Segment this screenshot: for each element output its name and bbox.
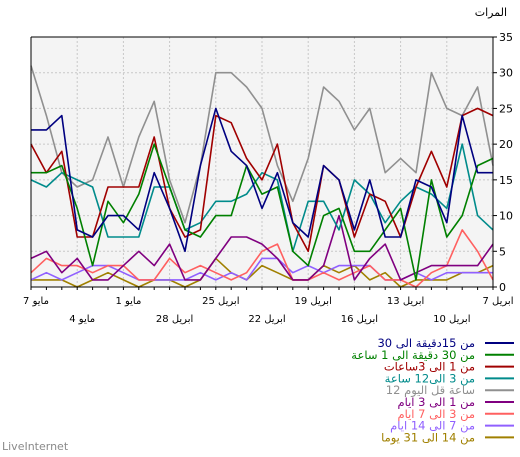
y-tick-label: 15 xyxy=(499,174,513,187)
series-line xyxy=(30,65,494,224)
legend-label: من 3 الى 7 ايام xyxy=(397,407,475,422)
y-tick-label: 25 xyxy=(499,102,513,115)
x-tick-label: 19 ابريل xyxy=(295,296,332,307)
y-axis-label: المرات xyxy=(475,6,507,19)
x-tick-label: 10 ابريل xyxy=(433,314,470,325)
legend-label: من 1 الى 3ساعات xyxy=(384,360,475,375)
legend-label: من 15دقيقة الى 30 xyxy=(377,336,475,351)
legend-label: من 1 الى 3 ايام xyxy=(397,395,475,410)
series-line xyxy=(31,143,494,281)
x-tick-label: 1 مايو xyxy=(115,296,141,307)
x-tick-label: 4 مايو xyxy=(69,314,95,325)
y-tick-label: 30 xyxy=(499,67,513,80)
y-tick-label: 35 xyxy=(499,31,513,44)
legend-label: من 14 الى 31 يوما xyxy=(381,430,475,445)
x-tick-label: 13 ابريل xyxy=(387,296,424,307)
legend-label: من 7 الى 14 ايام xyxy=(390,419,475,434)
watermark-text: LiveInternet xyxy=(2,440,69,453)
series-line xyxy=(30,107,494,253)
series-line xyxy=(31,107,493,253)
x-tick-label: 25 ابريل xyxy=(202,296,239,307)
y-tick-label: 10 xyxy=(499,210,513,223)
x-tick-label: 16 ابريل xyxy=(341,314,378,325)
x-tick-label: 28 ابريل xyxy=(156,314,193,325)
y-tick-label: 5 xyxy=(499,245,506,258)
series-line xyxy=(30,214,494,281)
legend-label: من 30 دقيقة الى 1 ساعة xyxy=(351,348,475,363)
x-tick-label: 22 ابريل xyxy=(248,314,285,325)
x-tick-label: 7 ابريل xyxy=(483,296,514,307)
legend-label: 12 ساعة قل اليوم xyxy=(386,383,475,398)
legend-label: من 3 الى12 ساعة xyxy=(385,371,475,386)
y-tick-label: 20 xyxy=(499,138,513,151)
x-tick-label: 7 مايو xyxy=(23,296,49,307)
y-tick-label: 0 xyxy=(499,281,506,294)
